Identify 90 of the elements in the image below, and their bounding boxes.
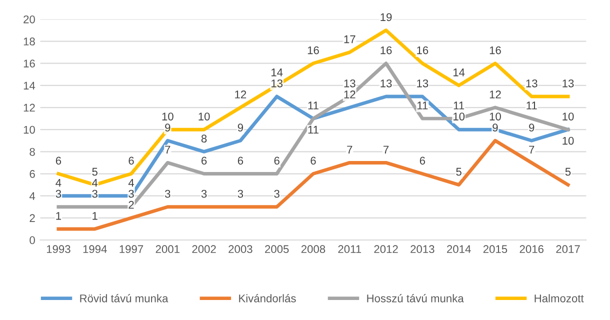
data-label: 2 — [128, 200, 134, 209]
x-tick-label: 2013 — [410, 245, 434, 254]
legend-label: Hosszú távú munka — [367, 294, 464, 302]
x-tick-label: 2014 — [447, 245, 471, 254]
data-label: 10 — [453, 112, 465, 120]
data-label: 6 — [202, 156, 207, 165]
legend-label: Kivándorlás — [239, 294, 296, 302]
data-label: 10 — [562, 136, 574, 145]
data-label: 16 — [490, 46, 501, 54]
data-label: 6 — [56, 156, 62, 165]
data-label: 16 — [308, 46, 319, 54]
y-tick-label: 6 — [30, 170, 35, 178]
data-label: 1 — [56, 212, 62, 220]
data-label: 3 — [164, 190, 170, 198]
data-label: 4 — [128, 178, 134, 187]
y-tick-label: 4 — [29, 192, 36, 200]
data-label: 4 — [56, 178, 62, 187]
y-tick-label: 10 — [24, 126, 35, 134]
data-label: 13 — [526, 79, 538, 88]
data-label: 13 — [272, 79, 283, 88]
data-label: 7 — [165, 146, 170, 154]
x-tick-label: 1997 — [120, 245, 144, 254]
y-tick-label: 18 — [24, 38, 35, 46]
data-label: 1 — [92, 212, 98, 220]
y-tick-label: 12 — [24, 104, 35, 112]
y-tick-label: 0 — [30, 236, 35, 244]
data-label: 12 — [344, 90, 356, 98]
data-label: 4 — [92, 178, 98, 187]
data-label: 5 — [565, 168, 571, 176]
data-label: 7 — [529, 146, 534, 154]
x-tick-label: 2002 — [192, 245, 216, 254]
legend-label: Halmozott — [534, 294, 584, 302]
y-tick-label: 14 — [24, 82, 36, 90]
data-label: 13 — [562, 79, 574, 88]
data-label: 10 — [198, 112, 210, 120]
data-label: 9 — [238, 124, 244, 132]
y-tick-label: 8 — [30, 148, 35, 156]
data-label: 13 — [344, 79, 356, 88]
data-label: 11 — [308, 102, 318, 110]
x-tick-label: 2011 — [338, 245, 362, 254]
data-label: 7 — [347, 146, 352, 154]
x-tick-label: 1993 — [46, 245, 70, 254]
data-label: 12 — [235, 90, 246, 98]
x-tick-label: 2005 — [265, 245, 289, 254]
data-label: 6 — [274, 156, 280, 165]
data-label: 11 — [454, 102, 464, 110]
data-label: 10 — [490, 112, 501, 120]
data-label: 13 — [417, 79, 428, 88]
x-tick-label: 2017 — [556, 245, 580, 254]
data-label: 9 — [529, 124, 534, 132]
data-label: 16 — [380, 46, 392, 54]
x-tick-label: 2016 — [520, 245, 544, 254]
data-label: 6 — [420, 156, 426, 165]
data-label: 11 — [526, 102, 537, 110]
x-tick-label: 2008 — [301, 245, 326, 254]
data-label: 19 — [380, 13, 392, 22]
data-label: 16 — [417, 46, 428, 54]
legend-label: Rövid távú munka — [80, 294, 168, 302]
data-label: 17 — [344, 35, 356, 44]
y-tick-label: 2 — [30, 214, 35, 222]
data-label: 11 — [308, 126, 318, 134]
data-label: 7 — [384, 146, 389, 154]
data-label: 3 — [128, 190, 134, 198]
x-tick-label: 2012 — [374, 245, 398, 254]
x-tick-label: 2001 — [156, 245, 180, 254]
data-label: 9 — [165, 124, 170, 132]
data-label: 9 — [492, 124, 498, 132]
y-tick-label: 20 — [24, 15, 35, 24]
data-label: 3 — [201, 190, 207, 198]
y-tick-label: 16 — [24, 60, 35, 68]
data-label: 14 — [453, 68, 465, 76]
x-tick-label: 2015 — [483, 245, 508, 254]
data-label: 8 — [201, 134, 207, 143]
data-label: 3 — [238, 190, 244, 198]
data-label: 11 — [418, 102, 428, 110]
data-label: 6 — [238, 156, 244, 165]
data-label: 3 — [92, 190, 98, 198]
data-label: 13 — [380, 79, 392, 88]
data-label: 6 — [128, 156, 134, 165]
x-tick-label: 1994 — [83, 245, 107, 254]
data-label: 3 — [56, 190, 62, 198]
x-tick-label: 2003 — [228, 245, 252, 254]
data-label: 14 — [272, 68, 283, 76]
data-label: 10 — [562, 112, 574, 120]
data-label: 6 — [310, 156, 316, 165]
data-label: 3 — [274, 190, 280, 198]
data-label: 12 — [490, 90, 501, 98]
data-label: 5 — [92, 168, 98, 176]
data-label: 10 — [162, 112, 174, 120]
data-label: 5 — [456, 168, 462, 176]
